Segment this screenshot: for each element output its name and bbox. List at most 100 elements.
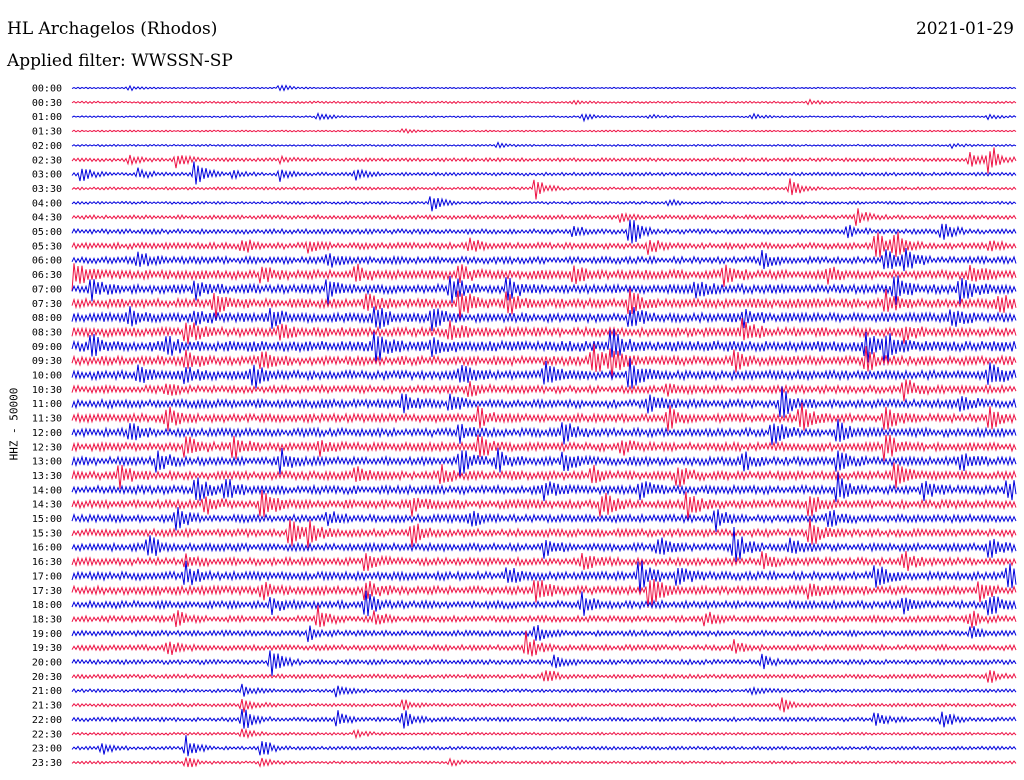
- filter-prefix: Applied filter:: [7, 51, 126, 71]
- time-label: 02:00: [32, 141, 62, 152]
- time-label: 10:00: [32, 371, 62, 382]
- time-label: 15:00: [32, 514, 62, 525]
- trace-row: [71, 248, 1017, 272]
- trace-row: [71, 447, 1017, 478]
- trace-row: [71, 317, 1017, 345]
- trace-row: [71, 275, 1017, 306]
- trace-row: [71, 231, 1017, 258]
- trace-row: [71, 472, 1017, 502]
- trace-row: [71, 526, 1017, 563]
- time-label: 00:30: [32, 98, 62, 109]
- time-label: 19:30: [32, 643, 62, 654]
- trace-row: [71, 434, 1017, 462]
- time-label: 09:00: [32, 342, 62, 353]
- trace-row: [71, 727, 1017, 740]
- filter-name: WWSSN-SP: [131, 51, 233, 71]
- time-label: 11:30: [32, 414, 62, 425]
- time-label-group: 00:00 00:30 01:00 01:30 02:00 02:30 03:00 03:30…: [32, 84, 62, 769]
- time-label: 18:30: [32, 614, 62, 625]
- time-label: 04:30: [32, 213, 62, 224]
- time-label: 07:30: [32, 299, 62, 310]
- trace-row: [71, 590, 1017, 617]
- time-label: 17:30: [32, 586, 62, 597]
- time-label: 06:00: [32, 256, 62, 267]
- trace-row: [71, 578, 1017, 608]
- time-label: 04:00: [32, 198, 62, 209]
- time-label: 22:00: [32, 715, 62, 726]
- trace-row: [71, 489, 1017, 521]
- trace-row: [71, 560, 1017, 595]
- time-label: 21:00: [32, 686, 62, 697]
- trace-row: [71, 84, 1017, 92]
- trace-row: [71, 208, 1017, 226]
- time-label: 07:00: [32, 284, 62, 295]
- trace-row: [71, 630, 1017, 657]
- time-label: 16:00: [32, 543, 62, 554]
- time-label: 11:00: [32, 399, 62, 410]
- time-label: 03:30: [32, 184, 62, 195]
- time-label: 22:30: [32, 729, 62, 740]
- time-label: 12:30: [32, 442, 62, 453]
- filter-line: Applied filter: WWSSN-SP: [7, 51, 233, 71]
- trace-row: [71, 127, 1017, 135]
- time-label: 01:30: [32, 127, 62, 138]
- time-label: 17:00: [32, 571, 62, 582]
- trace-row: [71, 697, 1017, 713]
- trace-row: [71, 263, 1017, 292]
- time-label: 00:00: [32, 84, 62, 95]
- time-label: 21:30: [32, 701, 62, 712]
- trace-row: [71, 141, 1017, 150]
- trace-row: [71, 98, 1017, 106]
- time-label: 02:30: [32, 155, 62, 166]
- trace-row: [71, 112, 1017, 123]
- trace-row: [71, 506, 1017, 532]
- trace-row: [71, 551, 1017, 572]
- time-label: 16:30: [32, 557, 62, 568]
- trace-row: [71, 625, 1017, 643]
- trace-row: [71, 358, 1017, 389]
- trace-row: [71, 670, 1017, 683]
- time-label: 03:00: [32, 170, 62, 181]
- time-label: 08:30: [32, 327, 62, 338]
- time-label: 05:30: [32, 241, 62, 252]
- trace-row: [71, 386, 1017, 418]
- time-label: 23:00: [32, 744, 62, 755]
- trace-group: [71, 84, 1017, 768]
- trace-row: [71, 288, 1017, 321]
- time-label: 08:00: [32, 313, 62, 324]
- time-label: 09:30: [32, 356, 62, 367]
- time-label: 20:30: [32, 672, 62, 683]
- time-label: 06:30: [32, 270, 62, 281]
- time-label: 13:00: [32, 457, 62, 468]
- trace-row: [71, 402, 1017, 432]
- trace-row: [71, 735, 1017, 757]
- trace-row: [71, 196, 1017, 212]
- time-label: 05:00: [32, 227, 62, 238]
- time-label: 14:30: [32, 500, 62, 511]
- trace-row: [71, 147, 1017, 174]
- time-label: 12:00: [32, 428, 62, 439]
- time-label: 19:00: [32, 629, 62, 640]
- trace-row: [71, 683, 1017, 698]
- station-title: HL Archagelos (Rhodos): [7, 19, 218, 39]
- trace-row: [71, 518, 1017, 549]
- time-label: 20:00: [32, 658, 62, 669]
- trace-row: [71, 306, 1017, 332]
- trace-row: [71, 708, 1017, 729]
- date-label: 2021-01-29: [915, 19, 1014, 39]
- time-label: 10:30: [32, 385, 62, 396]
- time-label: 14:00: [32, 485, 62, 496]
- trace-row: [71, 650, 1017, 676]
- trace-row: [71, 757, 1017, 768]
- time-label: 15:30: [32, 528, 62, 539]
- trace-row: [71, 462, 1017, 489]
- time-label: 23:30: [32, 758, 62, 769]
- trace-row: [71, 343, 1017, 380]
- trace-row: [71, 605, 1017, 629]
- time-label: 01:00: [32, 112, 62, 123]
- trace-row: [71, 178, 1017, 200]
- trace-row: [71, 329, 1017, 366]
- trace-row: [71, 161, 1017, 185]
- trace-row: [71, 219, 1017, 244]
